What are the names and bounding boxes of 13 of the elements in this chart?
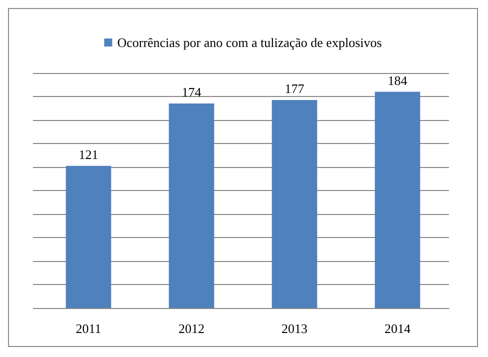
- legend-label: Ocorrências por ano com a tulização de explosivos: [117, 35, 382, 50]
- data-label: 177: [284, 81, 305, 96]
- data-label: 121: [78, 146, 98, 162]
- data-label: 174: [182, 84, 202, 100]
- bar: [66, 166, 112, 308]
- bar: [272, 100, 318, 308]
- x-tick-label: 2012: [178, 321, 204, 336]
- data-label: 184: [388, 72, 408, 88]
- x-tick-label: 2011: [76, 321, 102, 336]
- x-tick-label: 2013: [282, 321, 308, 336]
- bar: [374, 92, 420, 308]
- x-tick-label: 2014: [384, 321, 411, 336]
- bar: [168, 104, 214, 308]
